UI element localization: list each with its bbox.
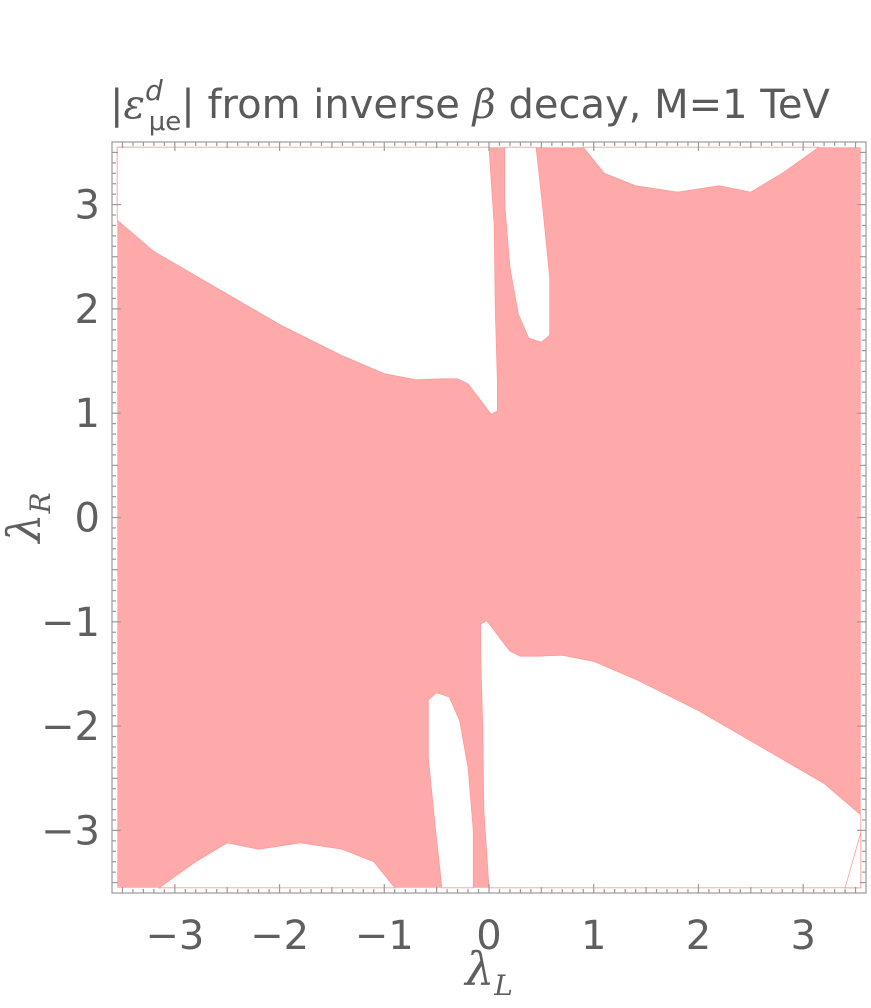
x-tick-label: 1 — [581, 913, 606, 959]
chart-title: |εd μe| from inverse β decay, M=1 TeV — [110, 74, 831, 137]
excluded-region-lower-right — [480, 620, 862, 889]
y-tick-label: 1 — [75, 391, 100, 437]
y-axis-label-sub: R — [24, 492, 57, 514]
x-tick-label: 0 — [476, 913, 501, 959]
title-beta: β — [471, 82, 496, 128]
x-axis-ticks: −3 −2 −1 0 1 2 3 — [121, 142, 857, 959]
excluded-region-top-right — [582, 146, 821, 193]
title-subscript: μe — [149, 107, 182, 137]
title-pre: | — [110, 82, 123, 128]
title-superscript: d — [145, 74, 163, 107]
excluded-region-lower-slot — [427, 692, 474, 889]
x-tick-label: −2 — [250, 913, 309, 959]
y-axis-ticks: −3 −2 −1 0 1 2 3 — [41, 151, 866, 884]
x-axis-label: λL — [463, 942, 513, 1002]
excluded-region-upper-left — [116, 146, 498, 415]
y-tick-label: −3 — [41, 808, 100, 854]
y-tick-label: −1 — [41, 600, 100, 646]
x-tick-label: −3 — [145, 913, 204, 959]
title-rest: decay, M=1 TeV — [496, 82, 831, 128]
y-axis-label: λR — [0, 492, 57, 544]
x-tick-label: 3 — [790, 913, 815, 959]
excluded-region-bottom-right — [844, 832, 862, 889]
title-post: | from inverse — [181, 82, 472, 128]
x-axis-label-sub: L — [493, 969, 513, 1002]
title-symbol: ε — [123, 82, 144, 128]
excluded-regions — [116, 146, 862, 889]
x-axis-label-main: λ — [463, 942, 494, 996]
excluded-region-bottom-left — [157, 842, 396, 889]
y-tick-label: −2 — [41, 704, 100, 750]
y-tick-label: 2 — [75, 287, 100, 333]
y-axis-label-main: λ — [0, 513, 51, 544]
y-tick-label: 0 — [75, 496, 100, 542]
x-tick-label: −1 — [355, 913, 414, 959]
y-tick-label: 3 — [75, 183, 100, 229]
excluded-region-upper-slot — [504, 146, 551, 343]
x-tick-label: 2 — [686, 913, 711, 959]
